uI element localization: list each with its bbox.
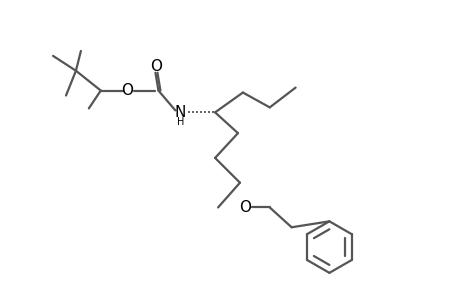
Text: N: N: [174, 105, 185, 120]
Text: H: H: [176, 117, 184, 127]
Text: O: O: [238, 200, 250, 215]
Text: O: O: [150, 59, 162, 74]
Text: O: O: [121, 83, 133, 98]
